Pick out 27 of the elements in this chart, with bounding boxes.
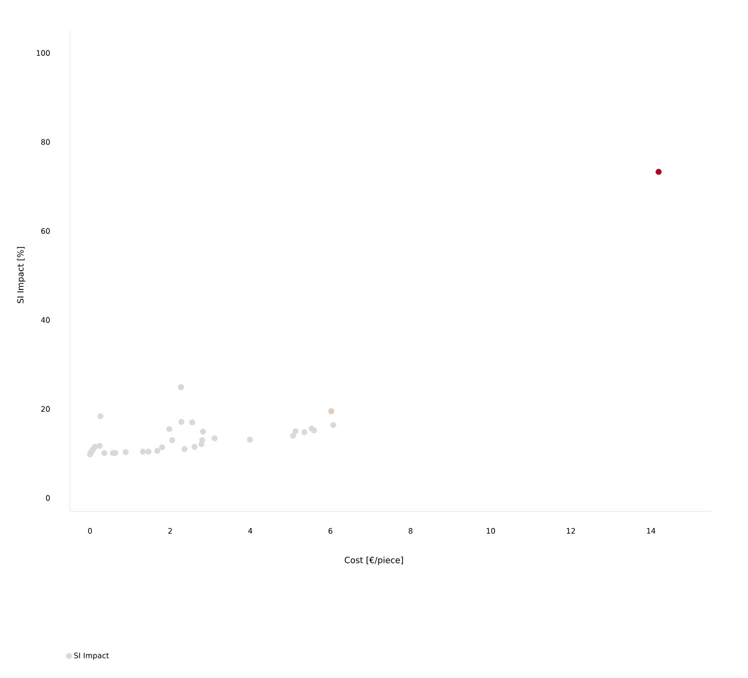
point [159,444,166,450]
point [140,448,146,455]
point [212,435,218,442]
point [97,413,104,420]
point [122,449,129,456]
point [178,418,184,425]
point [330,422,336,428]
point [178,384,184,390]
point [92,444,98,450]
point [192,444,198,450]
point [182,446,188,452]
point [166,426,172,432]
point [146,448,152,455]
point [200,428,206,435]
point [101,450,108,456]
point [154,448,160,454]
point [96,442,103,449]
point [328,408,334,414]
x-axis-title: Cost [€/piece] [344,556,403,565]
point [290,432,296,439]
point [246,436,253,443]
point [189,419,196,426]
point [169,437,176,444]
point [656,168,662,175]
point [292,428,299,434]
y-axis-title: SI Impact [%] [17,247,26,304]
point [301,429,308,436]
